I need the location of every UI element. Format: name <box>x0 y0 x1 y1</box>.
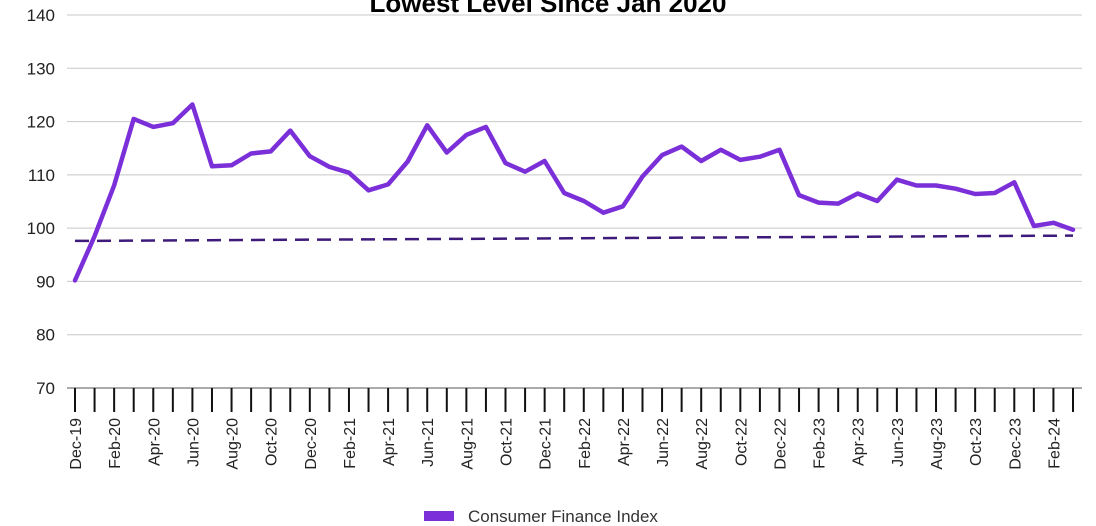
x-tick-label: Aug-20 <box>225 418 242 470</box>
series-line-consumer-finance-index <box>72 102 1076 283</box>
x-tick-label: Dec-22 <box>772 418 789 470</box>
x-tick-label: Dec-23 <box>1007 418 1024 470</box>
chart-title: Lowest Level Since Jan 2020 <box>370 0 727 18</box>
x-tick-label: Dec-19 <box>68 418 85 470</box>
x-tick-label: Dec-20 <box>303 418 320 470</box>
y-tick-label: 110 <box>28 166 55 185</box>
y-tick-label: 100 <box>27 219 55 238</box>
x-tick-label: Feb-20 <box>107 418 124 469</box>
x-tick-label: Oct-21 <box>499 418 516 466</box>
legend-swatch <box>424 511 454 521</box>
x-tick-label: Jun-23 <box>890 418 907 467</box>
x-tick-label: Apr-21 <box>381 418 398 466</box>
x-tick-label: Aug-21 <box>459 418 476 470</box>
legend-label: Consumer Finance Index <box>468 507 658 526</box>
y-tick-label: 120 <box>27 113 55 132</box>
x-tick-label: Apr-23 <box>851 418 868 466</box>
x-tick-label: Feb-22 <box>577 418 594 469</box>
series-lines <box>72 102 1076 283</box>
gridlines <box>67 14 1082 389</box>
legend: Consumer Finance Index <box>424 507 658 526</box>
x-tick-label: Aug-23 <box>929 418 946 470</box>
x-tick-label: Jun-22 <box>655 418 672 467</box>
x-tick-label: Feb-21 <box>342 418 359 469</box>
x-tick-label: Oct-20 <box>264 418 281 466</box>
x-tick-label: Oct-22 <box>733 418 750 466</box>
x-tick-label: Oct-23 <box>968 418 985 466</box>
x-tick-label: Feb-23 <box>812 418 829 469</box>
y-axis-tick-labels: 70 80 90 100 110 120 130 140 <box>27 6 55 398</box>
x-tick-label: Aug-22 <box>694 418 711 470</box>
y-tick-label: 70 <box>36 379 55 398</box>
x-tick-label: Feb-24 <box>1046 418 1063 469</box>
x-tick-label: Jun-21 <box>420 418 437 467</box>
y-tick-label: 140 <box>27 6 55 25</box>
x-tick-label: Apr-22 <box>616 418 633 466</box>
x-axis-ticks: Dec-19 Feb-20 Apr-20 Jun-20 Aug-20 Oct-20 Dec-… <box>68 388 1074 470</box>
y-tick-label: 130 <box>27 59 55 78</box>
y-tick-label: 80 <box>36 326 55 345</box>
x-tick-label: Apr-20 <box>146 418 163 466</box>
reference-line <box>74 234 1074 243</box>
y-tick-label: 90 <box>36 272 55 291</box>
x-tick-label: Jun-20 <box>185 418 202 467</box>
x-tick-label: Dec-21 <box>538 418 555 470</box>
